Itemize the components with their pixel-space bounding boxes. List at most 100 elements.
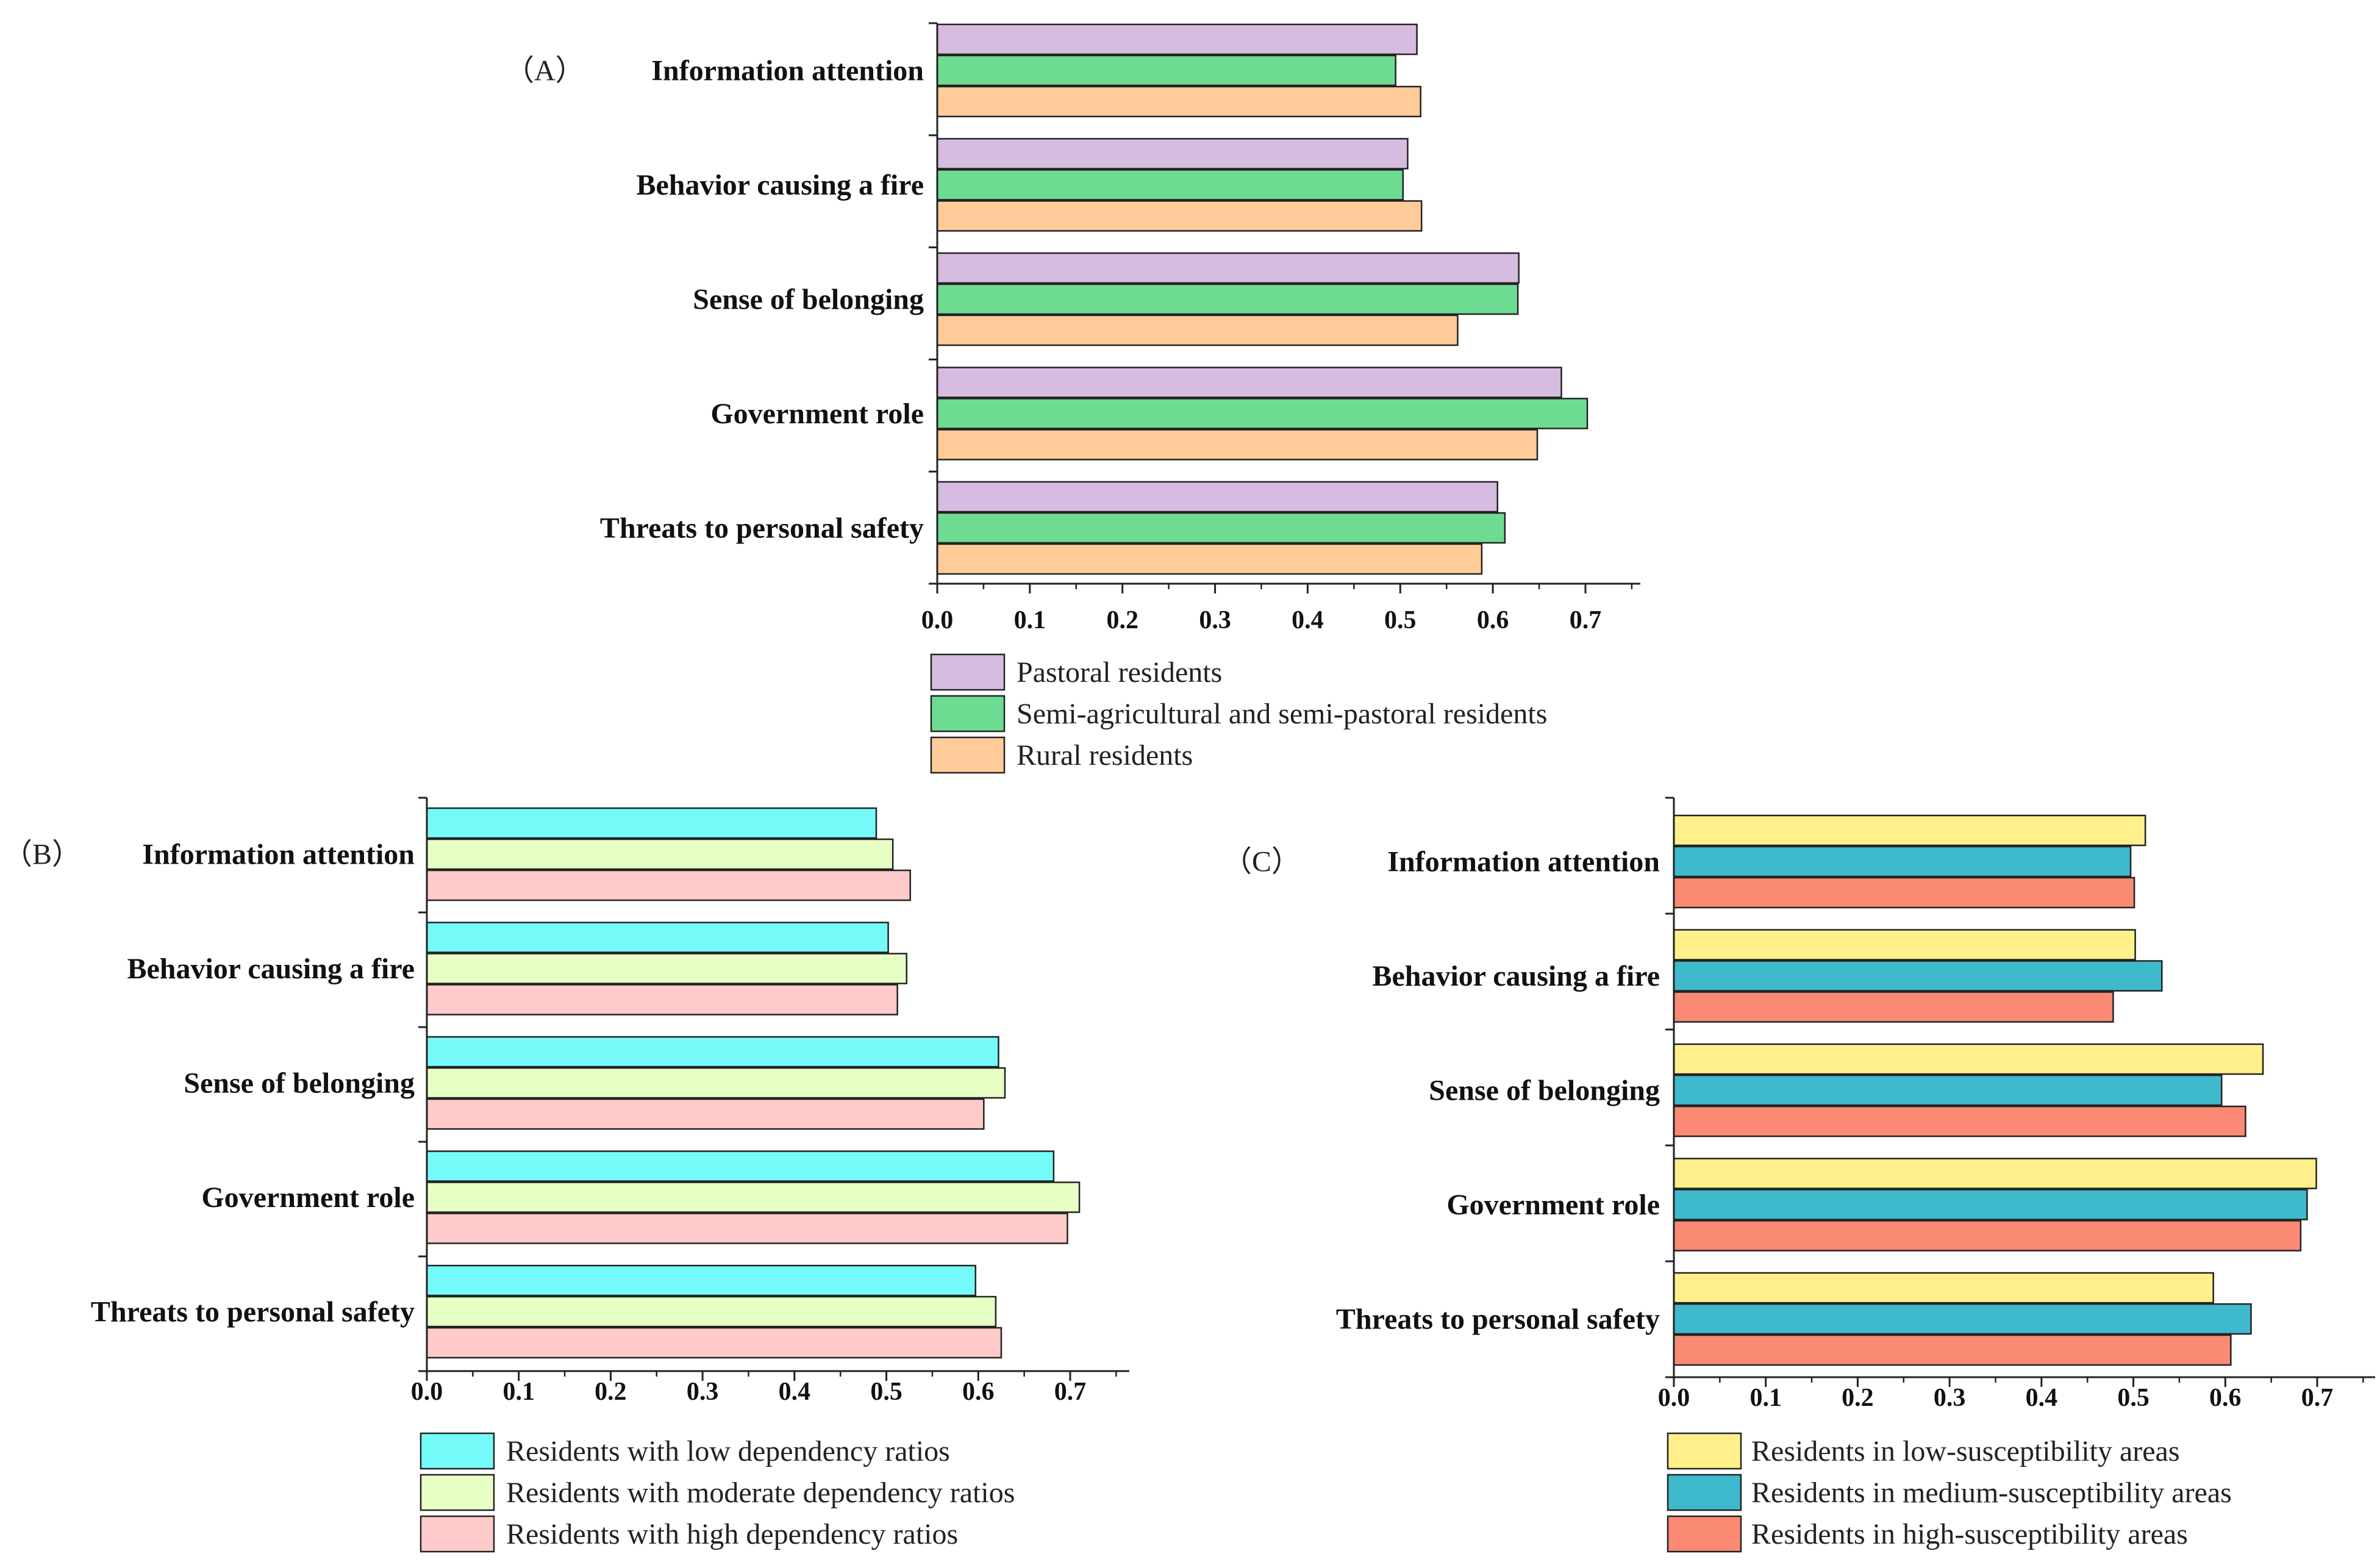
panel-c-bar: [1673, 960, 2163, 992]
panel-b-bar: [426, 1036, 999, 1068]
panel-c-x-tick-label: 0.1: [1749, 1384, 1782, 1412]
panel-c-category-label: Information attention: [1387, 846, 1660, 878]
panel-b-chart: Information attention Behavior causing a …: [3, 797, 1129, 1553]
panel-a-legend-swatch: [930, 653, 1006, 691]
panel-a-legend-swatch: [930, 736, 1006, 774]
panel-b-category-label: Information attention: [142, 839, 415, 871]
panel-c-category-label: Behavior causing a fire: [1372, 960, 1660, 992]
panel-a-bar: [936, 169, 1404, 201]
panel-c-x-tick-label: 0.7: [2301, 1384, 2334, 1412]
panel-c-legend-swatch: [1667, 1515, 1742, 1553]
panel-c-legend-swatch: [1667, 1474, 1742, 1511]
panel-a-x-tick-label: 0.4: [1292, 606, 1324, 634]
panel-a-x-tick-label: 0.6: [1477, 606, 1509, 634]
panel-b-bar: [426, 1295, 997, 1328]
panel-b-panel-label: （B）: [3, 839, 81, 871]
panel-b-bar: [426, 1327, 1002, 1359]
panel-c-legend-label: Residents in medium-susceptibility areas: [1751, 1477, 2232, 1509]
panel-c-chart: Information attention Behavior causing a …: [1223, 797, 2375, 1553]
panel-b-x-tick-label: 0.2: [595, 1378, 627, 1406]
panel-b-bar: [426, 1067, 1006, 1099]
panel-a-bar: [936, 283, 1519, 315]
panel-c-legend-swatch: [1667, 1432, 1742, 1470]
panel-c-bar: [1673, 1220, 2302, 1252]
panel-c-bar: [1673, 1272, 2214, 1304]
panel-a-bar: [936, 252, 1520, 284]
panel-b-category-label: Government role: [201, 1181, 415, 1214]
panel-b-bar: [426, 1098, 985, 1130]
panel-c-bar: [1673, 1334, 2232, 1366]
panel-b-legend-swatch: [420, 1474, 495, 1511]
panel-b-bar: [426, 1150, 1055, 1182]
panel-b-x-tick-label: 0.6: [962, 1378, 995, 1406]
panel-b-legend-swatch: [420, 1515, 495, 1553]
panel-b-bar: [426, 1181, 1081, 1213]
panel-a-legend-swatch: [930, 695, 1006, 733]
panel-a-bar: [936, 543, 1483, 575]
panel-b-bar: [426, 922, 889, 953]
panel-a-x-tick-label: 0.5: [1384, 606, 1417, 634]
panel-a-bar: [936, 512, 1506, 544]
panel-b-bar: [426, 984, 898, 1016]
panel-a-category-label: Behavior causing a fire: [636, 169, 924, 201]
panel-a-bar: [936, 481, 1498, 513]
panel-c-bar: [1673, 991, 2114, 1023]
panel-c-bar: [1673, 1158, 2317, 1189]
panel-a-bar: [936, 429, 1538, 460]
panel-c-bar: [1673, 814, 2146, 847]
panel-c-x-tick-label: 0.3: [1934, 1384, 1966, 1412]
panel-a-x-tick-label: 0.0: [921, 606, 954, 634]
panel-b-category-label: Sense of belonging: [184, 1067, 415, 1100]
panel-a-legend-label: Pastoral residents: [1017, 656, 1222, 689]
panel-c-x-tick-label: 0.2: [1842, 1384, 1874, 1412]
panel-a-category-label: Sense of belonging: [693, 284, 924, 316]
panel-b-bar: [426, 953, 907, 984]
panel-b-x-tick-label: 0.1: [502, 1378, 535, 1406]
panel-b-x-tick-label: 0.0: [411, 1378, 443, 1406]
panel-b-bar: [426, 807, 877, 839]
panel-c-category-label: Threats to personal safety: [1336, 1303, 1660, 1336]
panel-b-x-tick-label: 0.5: [870, 1378, 902, 1406]
panel-b-bar: [426, 869, 912, 901]
panel-a-panel-label: （A）: [505, 55, 585, 87]
panel-a-category-label: Government role: [710, 398, 924, 430]
panel-b-bar: [426, 1264, 977, 1297]
panel-b-category-label: Threats to personal safety: [91, 1296, 415, 1328]
panel-c-category-label: Sense of belonging: [1429, 1075, 1660, 1107]
panel-a-bar: [936, 314, 1459, 346]
panel-c-x-tick-label: 0.6: [2209, 1384, 2242, 1412]
panel-c-legend-label: Residents in low-susceptibility areas: [1751, 1435, 2180, 1467]
panel-c-bar: [1673, 876, 2135, 909]
panel-b-x-tick-label: 0.4: [779, 1378, 811, 1406]
panel-a-bar: [936, 138, 1409, 170]
panel-c-bar: [1673, 845, 2132, 878]
panel-a-bar: [936, 367, 1562, 398]
panel-a-bar: [936, 85, 1421, 118]
panel-b-legend-label: Residents with high dependency ratios: [506, 1518, 958, 1550]
panel-c-bar: [1673, 1043, 2264, 1075]
panel-c-x-tick-label: 0.0: [1658, 1384, 1690, 1412]
panel-c-bar: [1673, 1189, 2308, 1220]
panel-a-x-tick-label: 0.7: [1570, 606, 1602, 634]
panel-c-bar: [1673, 1074, 2223, 1106]
panel-b-bar: [426, 1213, 1068, 1244]
panel-a-bar: [936, 398, 1588, 429]
panel-b-category-label: Behavior causing a fire: [127, 953, 415, 985]
panel-b-bar: [426, 838, 894, 870]
panel-c-panel-label: （C）: [1223, 846, 1301, 878]
panel-a-x-tick-label: 0.2: [1106, 606, 1138, 634]
panel-a-x-tick-label: 0.3: [1199, 606, 1231, 634]
panel-c-bar: [1673, 929, 2136, 961]
panel-c-x-tick-label: 0.5: [2117, 1384, 2150, 1412]
panel-b-legend-label: Residents with low dependency ratios: [506, 1435, 950, 1467]
panel-a-x-tick-label: 0.1: [1014, 606, 1046, 634]
panel-c-legend-label: Residents in high-susceptibility areas: [1751, 1518, 2188, 1550]
panel-c-category-label: Government role: [1446, 1189, 1660, 1221]
panel-b-legend-swatch: [420, 1432, 495, 1470]
panel-a-category-label: Information attention: [651, 55, 924, 87]
panel-c-bar: [1673, 1105, 2246, 1137]
panel-b-x-tick-label: 0.7: [1054, 1378, 1087, 1406]
panel-b-x-tick-label: 0.3: [687, 1378, 719, 1406]
panel-c-x-tick-label: 0.4: [2026, 1384, 2058, 1412]
